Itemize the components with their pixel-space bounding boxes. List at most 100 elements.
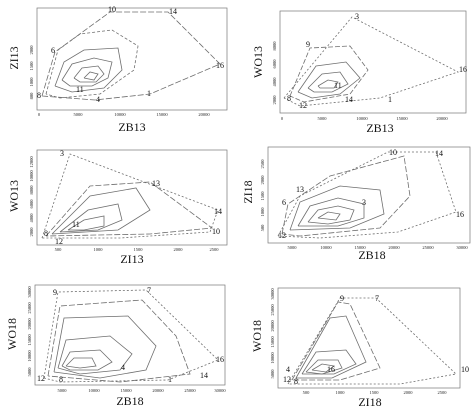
point-label: 1 [388, 95, 392, 104]
y-tick: 30000 [270, 288, 275, 300]
y-axis-label: WO18 [5, 318, 19, 350]
point-label: 8 [37, 91, 41, 100]
y-tick: 15000 [270, 336, 275, 348]
y-tick: 10000 [27, 350, 32, 362]
point-label: 8 [59, 375, 63, 384]
point-label: 16 [459, 65, 467, 74]
point-label: 10 [389, 148, 397, 157]
y-axis-label: ZI18 [241, 180, 255, 203]
plot-frame [36, 7, 228, 111]
x-axis-label: ZI18 [358, 395, 381, 409]
contour-outer [43, 289, 219, 383]
y-tick: 20000 [270, 320, 275, 332]
contour-outer [283, 16, 460, 107]
y-tick: 1000 [29, 77, 34, 87]
y-tick: 15000 [27, 334, 32, 346]
contour-2 [47, 299, 191, 383]
contour-lines [283, 16, 460, 107]
contour-6 [311, 363, 335, 373]
contour-lines [277, 151, 457, 239]
point-label: 4 [121, 363, 125, 372]
y-tick: 30000 [27, 286, 32, 298]
y-tick: 1500 [260, 191, 265, 201]
contour-5 [317, 79, 339, 89]
point-label: 3 [355, 12, 359, 21]
contour-2 [45, 29, 139, 99]
y-tick: 2000 [29, 227, 34, 237]
x-tick: 5000 [288, 245, 298, 250]
point-label: 6 [51, 46, 55, 55]
contour-2 [45, 181, 214, 237]
x-tick: 20000 [198, 112, 210, 117]
y-tick: 1000 [260, 207, 265, 217]
x-axis-label: ZB18 [358, 248, 385, 262]
x-tick: 0 [38, 112, 41, 117]
x-tick: 25000 [184, 388, 196, 393]
x-tick: 15000 [156, 112, 168, 117]
contour-outer [277, 151, 457, 239]
panel-zi18-wo18: WO18 ZI18 500 1000 1500 2000 2500 5000 1… [250, 288, 469, 409]
point-label: 14 [169, 7, 177, 16]
x-tick: 20000 [436, 116, 448, 121]
point-label: 9 [306, 40, 310, 49]
x-tick: 5000 [58, 388, 68, 393]
point-label: 4 [96, 95, 100, 104]
point-label: 11 [334, 81, 342, 90]
contour-lines [41, 153, 219, 239]
y-axis-label: ZI13 [7, 46, 21, 69]
contour-outer [41, 11, 221, 101]
contour-lines [287, 297, 457, 385]
point-label: 1 [147, 89, 151, 98]
point-label: 7 [147, 286, 151, 295]
x-tick: 1000 [94, 247, 104, 252]
y-axis-label: WO13 [7, 180, 21, 212]
point-label: 13 [152, 179, 160, 188]
y-tick: 4000 [272, 77, 277, 87]
contour-3 [295, 315, 367, 379]
contour-5 [307, 205, 355, 225]
panel-zi13-wo13: WO13 ZI13 500 1000 1500 2000 2500 2000 4… [7, 149, 228, 266]
point-label: 9 [53, 288, 57, 297]
contour-6 [317, 211, 341, 221]
contour-3 [54, 47, 123, 93]
x-tick: 10000 [88, 388, 100, 393]
point-label: 8 [44, 229, 48, 238]
y-tick: 20000 [27, 318, 32, 330]
point-label: 8 [294, 377, 298, 386]
x-tick: 2500 [438, 390, 448, 395]
x-tick: 10000 [320, 245, 332, 250]
y-tick: 2000 [260, 175, 265, 185]
x-tick: 1000 [336, 390, 346, 395]
contour-outer [287, 297, 457, 385]
point-label: 16 [327, 365, 335, 374]
contour-5 [305, 359, 343, 375]
point-label: 14 [435, 149, 443, 158]
y-axis-label: WO13 [251, 46, 265, 78]
point-label: 11 [72, 220, 80, 229]
y-tick: 1500 [29, 61, 34, 71]
y-tick: 8000 [272, 41, 277, 51]
y-tick: 500 [260, 224, 265, 232]
point-label: 16 [216, 355, 224, 364]
plot-frame [277, 287, 461, 389]
contour-3 [51, 187, 151, 235]
contour-4 [57, 335, 133, 375]
y-axis-label: WO18 [250, 320, 264, 352]
point-label: 4 [286, 365, 290, 374]
contour-outer [41, 153, 219, 239]
contour-lines [41, 11, 221, 101]
point-label: 12 [55, 237, 63, 246]
y-tick: 5000 [27, 367, 32, 377]
x-tick: 1500 [134, 247, 144, 252]
contour-4 [307, 71, 349, 93]
y-tick: 6000 [29, 199, 34, 209]
contour-4 [297, 197, 365, 227]
contour-5 [73, 65, 105, 83]
x-tick: 500 [55, 247, 63, 252]
y-tick: 2500 [260, 159, 265, 169]
x-tick: 10000 [356, 116, 368, 121]
x-tick: 20000 [152, 388, 164, 393]
x-axis-label: ZB18 [116, 394, 143, 408]
panel-zb18-wo18: WO18 ZB18 5000 10000 15000 20000 25000 3… [5, 284, 226, 408]
x-tick: 500 [303, 390, 311, 395]
